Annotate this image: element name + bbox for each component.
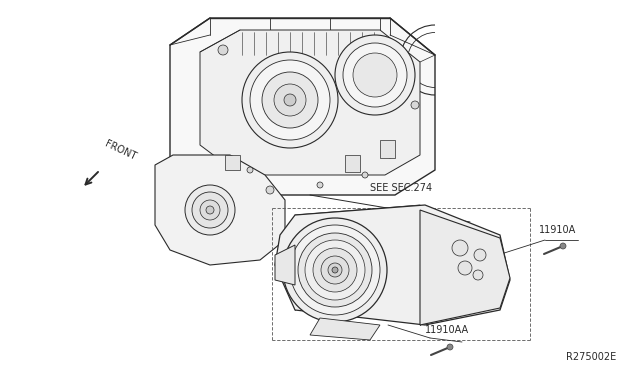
Circle shape — [247, 167, 253, 173]
Circle shape — [228, 156, 236, 164]
Circle shape — [353, 53, 397, 97]
Polygon shape — [275, 245, 295, 285]
Circle shape — [266, 186, 274, 194]
Polygon shape — [155, 155, 285, 265]
Polygon shape — [310, 318, 380, 340]
Circle shape — [321, 256, 349, 284]
Text: R275002E: R275002E — [566, 352, 616, 362]
Circle shape — [284, 94, 296, 106]
Circle shape — [560, 243, 566, 249]
Circle shape — [452, 240, 468, 256]
Circle shape — [206, 206, 214, 214]
Text: 11910AA: 11910AA — [425, 325, 469, 335]
Circle shape — [343, 43, 407, 107]
Circle shape — [313, 248, 357, 292]
Circle shape — [290, 225, 380, 315]
Polygon shape — [225, 155, 240, 170]
Polygon shape — [420, 210, 510, 325]
Circle shape — [218, 45, 228, 55]
Circle shape — [362, 172, 368, 178]
Circle shape — [332, 267, 338, 273]
Circle shape — [473, 270, 483, 280]
Circle shape — [335, 35, 415, 115]
Circle shape — [411, 101, 419, 109]
Circle shape — [185, 185, 235, 235]
Circle shape — [283, 218, 387, 322]
Circle shape — [274, 84, 306, 116]
Polygon shape — [275, 205, 510, 325]
Circle shape — [347, 162, 353, 168]
Circle shape — [328, 263, 342, 277]
Circle shape — [192, 192, 228, 228]
Polygon shape — [170, 18, 435, 195]
Circle shape — [458, 261, 472, 275]
Circle shape — [250, 60, 330, 140]
Circle shape — [387, 152, 393, 158]
Polygon shape — [380, 140, 395, 158]
Circle shape — [200, 200, 220, 220]
Circle shape — [242, 52, 338, 148]
Polygon shape — [345, 155, 360, 172]
Circle shape — [298, 233, 372, 307]
Polygon shape — [200, 30, 420, 175]
Circle shape — [447, 344, 453, 350]
Text: 11910A: 11910A — [539, 225, 576, 235]
Circle shape — [305, 240, 365, 300]
Text: FRONT: FRONT — [103, 139, 138, 162]
Circle shape — [317, 182, 323, 188]
Circle shape — [262, 72, 318, 128]
Text: SEE SEC.274: SEE SEC.274 — [370, 183, 432, 193]
Circle shape — [474, 249, 486, 261]
